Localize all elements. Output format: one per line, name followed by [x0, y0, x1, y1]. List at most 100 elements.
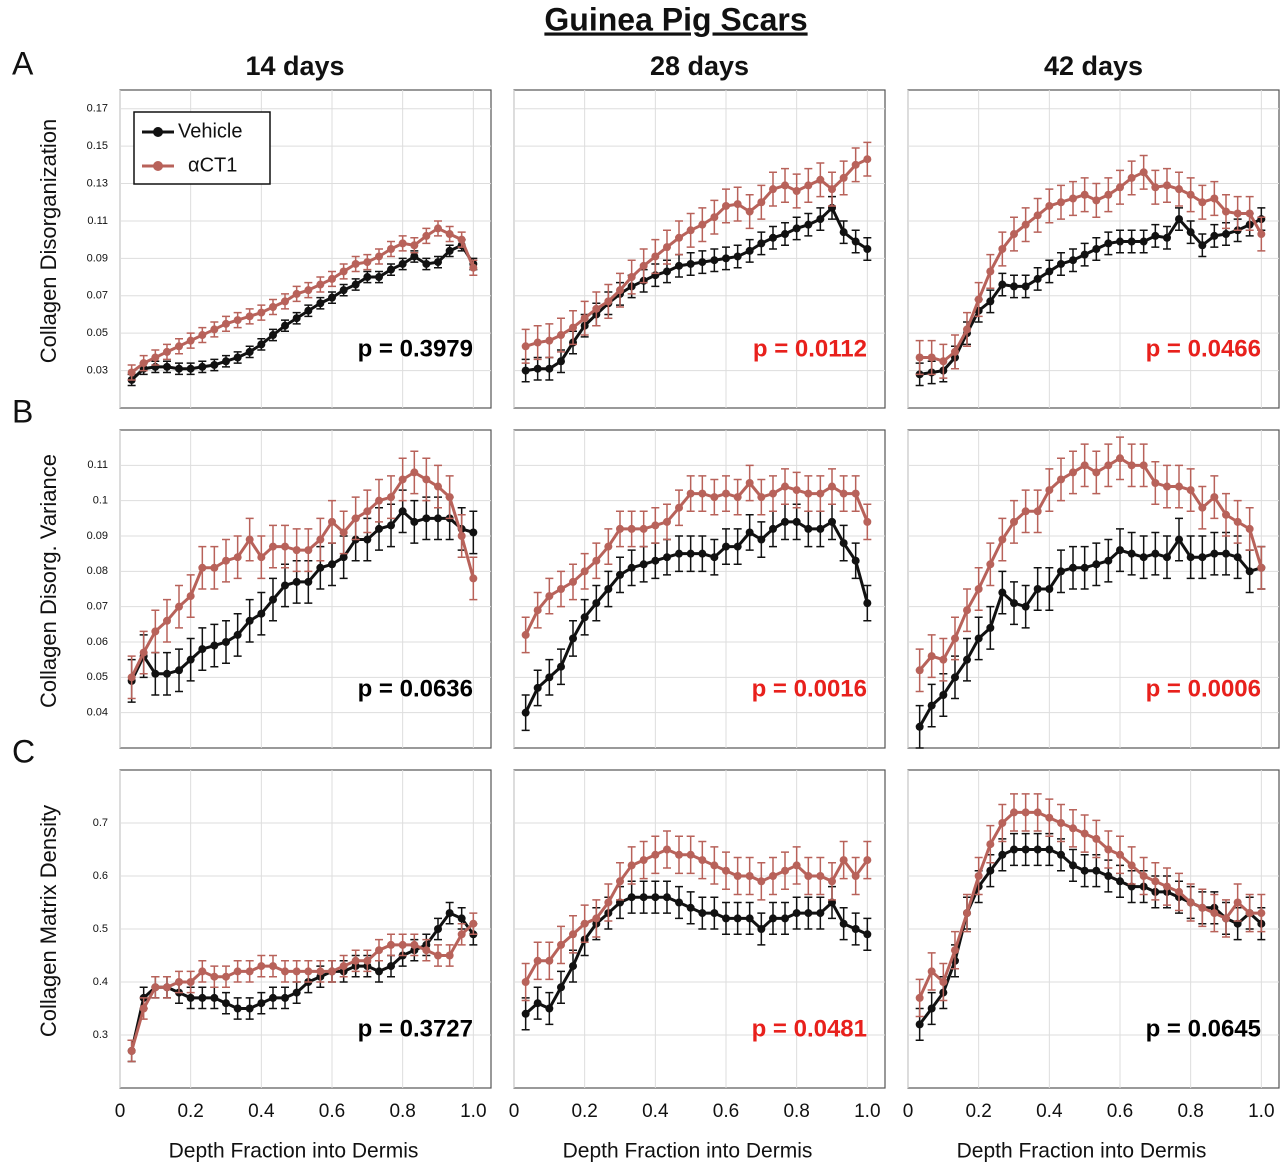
data-point — [592, 304, 601, 313]
data-point — [175, 978, 184, 986]
data-point — [233, 1004, 242, 1013]
data-point — [675, 503, 684, 512]
data-point — [292, 577, 301, 586]
data-point — [374, 273, 383, 282]
data-point — [398, 507, 407, 516]
data-point — [1021, 808, 1030, 817]
data-point — [210, 325, 219, 334]
data-point — [950, 946, 959, 955]
data-point — [698, 909, 707, 918]
data-point — [851, 237, 860, 246]
data-point — [1186, 553, 1195, 562]
panel: 0.04 0.05 0.06 0.07 0.08 0.09 0.1 0.11 BCollagen… — [12, 393, 492, 749]
panel-label: C — [12, 733, 35, 769]
data-point — [1045, 267, 1054, 276]
data-point — [1010, 599, 1018, 608]
data-point — [445, 951, 454, 960]
data-point — [1127, 549, 1136, 558]
data-point — [1104, 845, 1113, 854]
data-point — [1198, 198, 1207, 207]
data-point — [292, 988, 301, 997]
data-point — [710, 256, 719, 265]
data-point — [210, 360, 219, 369]
y-tick-label: 0.15 — [87, 140, 108, 152]
data-point — [521, 708, 530, 717]
data-point — [1151, 183, 1160, 192]
data-point — [804, 181, 813, 190]
data-point — [469, 574, 478, 583]
data-point — [556, 983, 565, 992]
data-point — [1092, 245, 1101, 253]
data-point — [1210, 231, 1219, 240]
data-point — [1151, 479, 1160, 487]
data-point — [339, 962, 348, 971]
data-point — [1162, 181, 1171, 190]
data-point — [1045, 845, 1054, 854]
y-tick-label: 0.5 — [93, 923, 108, 935]
y-tick-label: 0.08 — [87, 565, 108, 577]
data-point — [1080, 250, 1089, 259]
data-point — [974, 634, 983, 643]
data-point — [998, 280, 1007, 289]
data-point — [351, 280, 360, 289]
data-point — [545, 1004, 554, 1013]
data-point — [1175, 535, 1184, 544]
data-point — [927, 967, 936, 976]
data-point — [986, 840, 995, 849]
data-point — [304, 546, 313, 555]
data-point — [1175, 185, 1184, 194]
data-point — [198, 993, 207, 1002]
data-point — [927, 701, 936, 710]
data-point — [410, 468, 419, 477]
data-point — [351, 259, 360, 268]
data-point — [1056, 567, 1065, 576]
x-tick-label: 0.2 — [571, 1101, 597, 1122]
data-point — [1233, 553, 1242, 562]
panel: p = 0.0006 — [907, 429, 1280, 749]
y-axis-label: Collagen Matrix Density — [36, 805, 61, 1037]
data-point — [387, 245, 396, 253]
data-point — [675, 850, 684, 859]
data-point — [675, 233, 684, 242]
data-point — [1186, 228, 1195, 237]
data-point — [757, 493, 766, 502]
data-point — [434, 951, 442, 960]
data-point — [863, 245, 872, 253]
panel-label: A — [12, 45, 34, 81]
data-point — [210, 641, 219, 650]
plot-area — [513, 89, 886, 409]
data-point — [927, 652, 936, 661]
data-point — [662, 267, 671, 276]
data-point — [804, 909, 813, 918]
plot-area — [513, 429, 886, 749]
x-tick-label: 0 — [115, 1101, 126, 1122]
data-point — [580, 567, 589, 576]
data-point — [186, 655, 195, 664]
data-point — [186, 978, 195, 986]
data-point — [545, 956, 554, 965]
data-point — [639, 261, 648, 270]
data-point — [533, 683, 542, 692]
data-point — [639, 893, 648, 902]
data-point — [1222, 549, 1230, 558]
data-point — [781, 914, 790, 923]
data-point — [1127, 461, 1136, 470]
p-value: p = 0.0006 — [1146, 675, 1261, 702]
data-point — [434, 925, 442, 933]
data-point — [757, 198, 766, 207]
data-point — [245, 347, 254, 356]
data-point — [745, 479, 754, 487]
data-point — [839, 173, 848, 182]
data-point — [162, 616, 171, 625]
data-point — [1186, 190, 1195, 199]
data-point — [1198, 241, 1207, 250]
p-value: p = 0.0636 — [358, 675, 473, 702]
x-tick-label: 0 — [509, 1101, 520, 1122]
y-tick-label: 0.04 — [87, 707, 108, 719]
data-point — [1210, 493, 1219, 502]
x-tick-label: 0.2 — [177, 1101, 203, 1122]
data-point — [1104, 872, 1113, 880]
data-point — [445, 230, 454, 239]
data-point — [445, 909, 454, 918]
data-point — [792, 224, 801, 233]
